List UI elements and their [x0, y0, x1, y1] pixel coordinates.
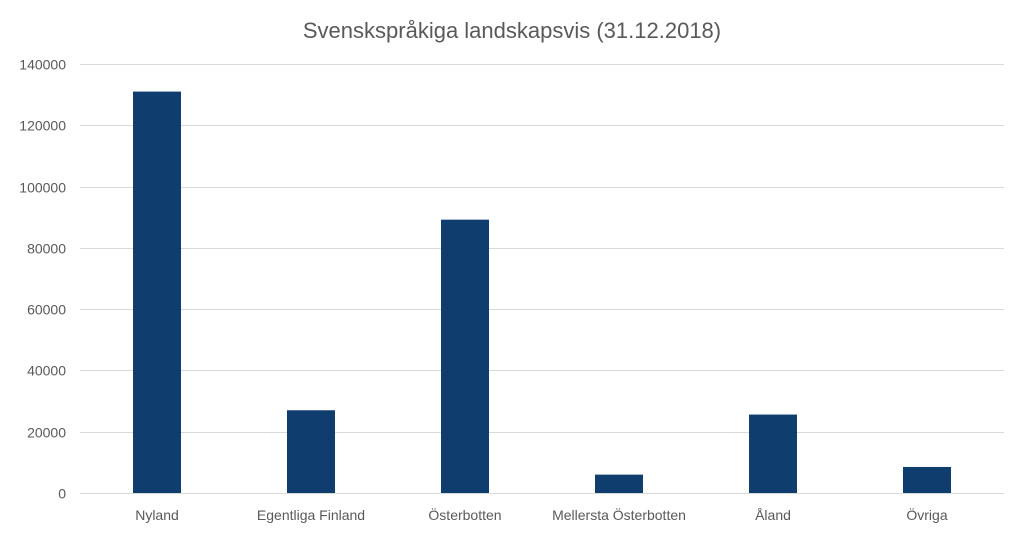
- y-tick-label: 140000: [19, 57, 66, 73]
- x-category-label: Mellersta Österbotten: [552, 506, 686, 523]
- bar-övriga: [903, 466, 951, 493]
- x-category-label: Egentliga Finland: [257, 507, 365, 523]
- bar-mellersta-österbotten: [595, 474, 643, 493]
- bar-österbotten: [441, 219, 489, 493]
- bar-nyland: [133, 91, 181, 493]
- chart-title: Svenskspråkiga landskapsvis (31.12.2018): [303, 18, 721, 43]
- x-axis-category-labels: Nyland Egentliga Finland Österbotten Meller…: [135, 506, 948, 523]
- y-tick-label: 80000: [27, 241, 66, 257]
- bars: [133, 91, 951, 493]
- bar-åland: [749, 414, 797, 493]
- bar-egentliga-finland: [287, 410, 335, 493]
- x-category-label: Övriga: [906, 506, 947, 523]
- y-tick-label: 0: [58, 486, 66, 502]
- x-category-label: Österbotten: [428, 506, 501, 523]
- x-category-label: Åland: [755, 507, 791, 523]
- x-category-label: Nyland: [135, 507, 179, 523]
- y-tick-label: 100000: [19, 180, 66, 196]
- y-tick-label: 60000: [27, 302, 66, 318]
- y-axis-tick-labels: 0 20000 40000 60000 80000 100000 120000 140000: [19, 57, 66, 502]
- y-tick-label: 40000: [27, 363, 66, 379]
- y-tick-label: 120000: [19, 118, 66, 134]
- y-tick-label: 20000: [27, 425, 66, 441]
- gridlines: [80, 64, 1004, 494]
